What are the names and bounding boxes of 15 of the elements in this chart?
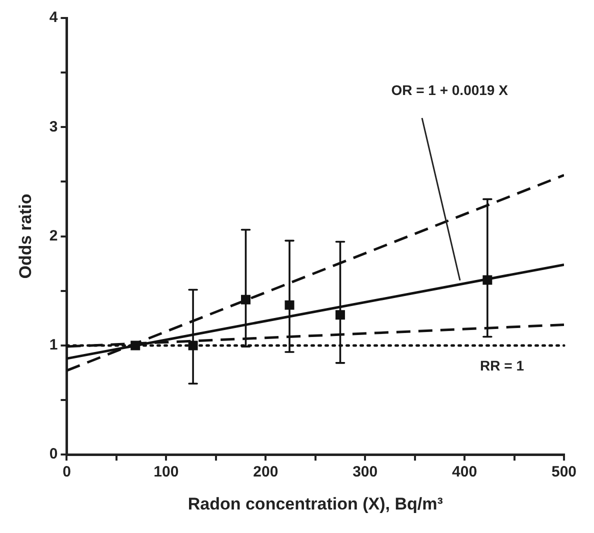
y-tick-label: 2 <box>49 227 58 244</box>
ref-line-label: RR = 1 <box>480 357 524 374</box>
y-tick-label: 1 <box>49 336 58 354</box>
x-tick-label: 500 <box>551 464 577 481</box>
y-tick-label: 0 <box>49 446 58 463</box>
y-tick-label: 4 <box>49 9 58 26</box>
x-tick-label: 100 <box>154 464 179 481</box>
x-tick-label: 300 <box>352 464 378 481</box>
x-tick-label: 400 <box>452 464 478 481</box>
x-axis-title: Radon concentration (X), Bq/m³ <box>188 494 444 514</box>
x-tick-label: 0 <box>62 464 71 481</box>
x-tick-label: 200 <box>253 464 278 481</box>
y-tick-label: 3 <box>49 118 58 136</box>
y-axis-title: Odds ratio <box>16 194 35 279</box>
annotation: OR = 1 + 0.0019 X <box>391 82 509 98</box>
